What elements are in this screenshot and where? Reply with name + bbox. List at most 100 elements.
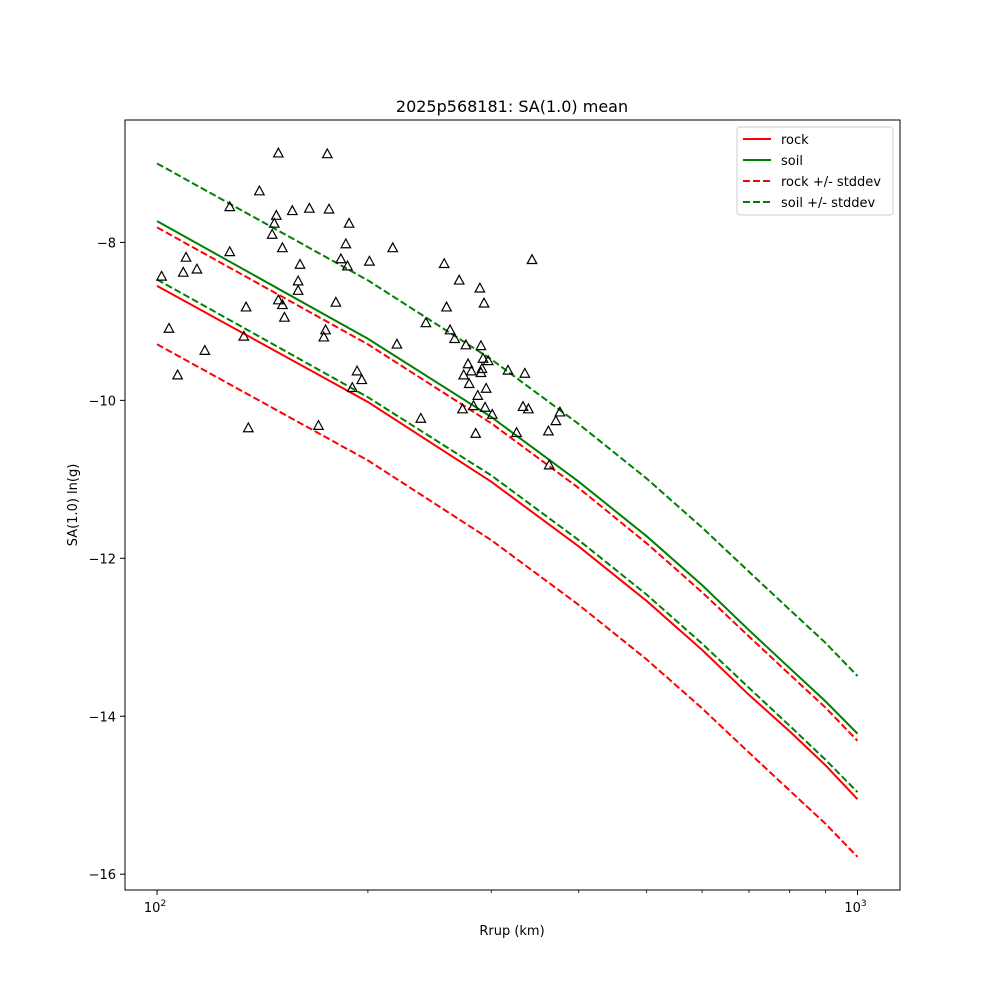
observation-point-37 [351, 364, 363, 376]
observation-point-36 [346, 381, 359, 393]
observation-point-35 [343, 217, 355, 228]
observation-point-53 [463, 377, 475, 389]
legend: rock soil rock +/- stddev soil +/- stddev [736, 126, 894, 216]
observation-point-6 [199, 344, 211, 355]
observation-point-20 [278, 311, 291, 322]
observation-point-68 [502, 364, 514, 375]
observation-point-62 [477, 352, 489, 363]
observation-point-75 [543, 458, 555, 470]
y-tick-label-3: −10 [89, 394, 116, 409]
observation-point-49 [456, 402, 469, 414]
observation-point-67 [486, 408, 499, 419]
legend-label-2: rock +/- stddev [781, 175, 881, 190]
observation-point-2 [171, 368, 184, 380]
observation-point-77 [554, 405, 566, 417]
observation-point-9 [238, 330, 250, 341]
observation-point-63 [478, 296, 490, 308]
observation-point-38 [356, 373, 368, 385]
legend-label-1: soil [781, 154, 803, 169]
series-line-0 [156, 284, 859, 800]
observation-point-65 [480, 382, 492, 393]
observation-point-1 [163, 322, 175, 333]
observation-point-64 [479, 401, 491, 412]
observation-point-19 [276, 298, 289, 310]
observation-point-18 [276, 241, 289, 253]
legend-label-3: soil +/- stddev [781, 196, 876, 211]
observation-point-66 [482, 354, 494, 366]
observation-point-23 [292, 274, 304, 286]
series-line-2 [156, 226, 859, 742]
observation-point-16 [272, 293, 285, 305]
observation-point-72 [522, 402, 535, 414]
observation-point-55 [467, 399, 480, 411]
y-axis-label: SA(1.0) ln(g) [66, 464, 81, 547]
x-axis-label: Rrup (km) [479, 924, 544, 939]
observation-point-76 [550, 414, 562, 426]
observation-point-0 [155, 270, 168, 281]
observation-point-27 [318, 330, 330, 342]
observation-point-13 [266, 228, 278, 239]
plot-frame [124, 119, 901, 891]
observation-point-73 [526, 253, 538, 265]
observation-point-33 [340, 237, 352, 249]
observation-point-29 [321, 147, 334, 159]
observation-point-57 [472, 389, 484, 400]
observation-point-43 [420, 316, 432, 328]
observation-point-32 [335, 252, 347, 264]
y-tick-label-4: −8 [97, 236, 116, 251]
observation-point-52 [462, 357, 474, 369]
observation-point-28 [319, 323, 332, 335]
observation-point-50 [457, 368, 470, 380]
observation-point-56 [469, 427, 482, 438]
observation-point-42 [415, 412, 427, 423]
observation-point-34 [341, 259, 354, 271]
observation-point-44 [438, 257, 450, 269]
y-tick-label-0: −16 [89, 868, 116, 883]
observation-point-74 [542, 424, 555, 436]
observation-point-11 [242, 421, 255, 433]
observation-point-12 [253, 184, 266, 196]
observation-point-71 [519, 367, 531, 378]
observation-point-48 [453, 274, 465, 285]
legend-label-0: rock [781, 133, 809, 148]
observation-point-46 [444, 323, 456, 335]
series-line-3 [156, 343, 859, 858]
observation-point-51 [460, 338, 472, 350]
observation-point-69 [510, 426, 523, 438]
observation-point-5 [191, 263, 203, 274]
y-tick-label-1: −14 [89, 710, 116, 725]
observation-point-3 [177, 266, 190, 277]
axis-ticks: 102 103−16−14−12−10−8 [89, 236, 867, 916]
observation-point-14 [268, 217, 281, 228]
chart-title: 2025p568181: SA(1.0) mean [396, 97, 628, 116]
observation-point-15 [270, 209, 283, 220]
observation-point-40 [386, 241, 399, 253]
observation-point-58 [474, 281, 486, 293]
observation-point-24 [294, 258, 306, 269]
series-line-4 [156, 162, 859, 677]
observation-point-59 [475, 339, 487, 351]
observation-point-30 [323, 202, 335, 214]
observation-point-7 [224, 200, 236, 212]
observation-point-61 [476, 362, 488, 374]
observation-point-31 [330, 296, 342, 307]
observation-point-70 [517, 400, 529, 412]
legend-box [736, 126, 894, 216]
observation-point-22 [292, 284, 304, 295]
observation-point-8 [224, 245, 236, 257]
y-tick-label-2: −12 [89, 552, 116, 567]
observation-point-4 [180, 251, 192, 262]
series-line-1 [156, 220, 859, 735]
observation-point-17 [272, 146, 285, 158]
observation-point-21 [286, 204, 299, 216]
observation-point-10 [240, 300, 252, 312]
observation-point-45 [440, 300, 453, 312]
observation-point-26 [312, 419, 325, 430]
series-line-5 [156, 278, 859, 793]
observation-point-39 [363, 255, 376, 266]
observation-point-54 [465, 364, 478, 376]
observation-point-25 [303, 202, 316, 213]
observation-point-41 [391, 338, 403, 349]
observation-point-47 [448, 332, 461, 344]
